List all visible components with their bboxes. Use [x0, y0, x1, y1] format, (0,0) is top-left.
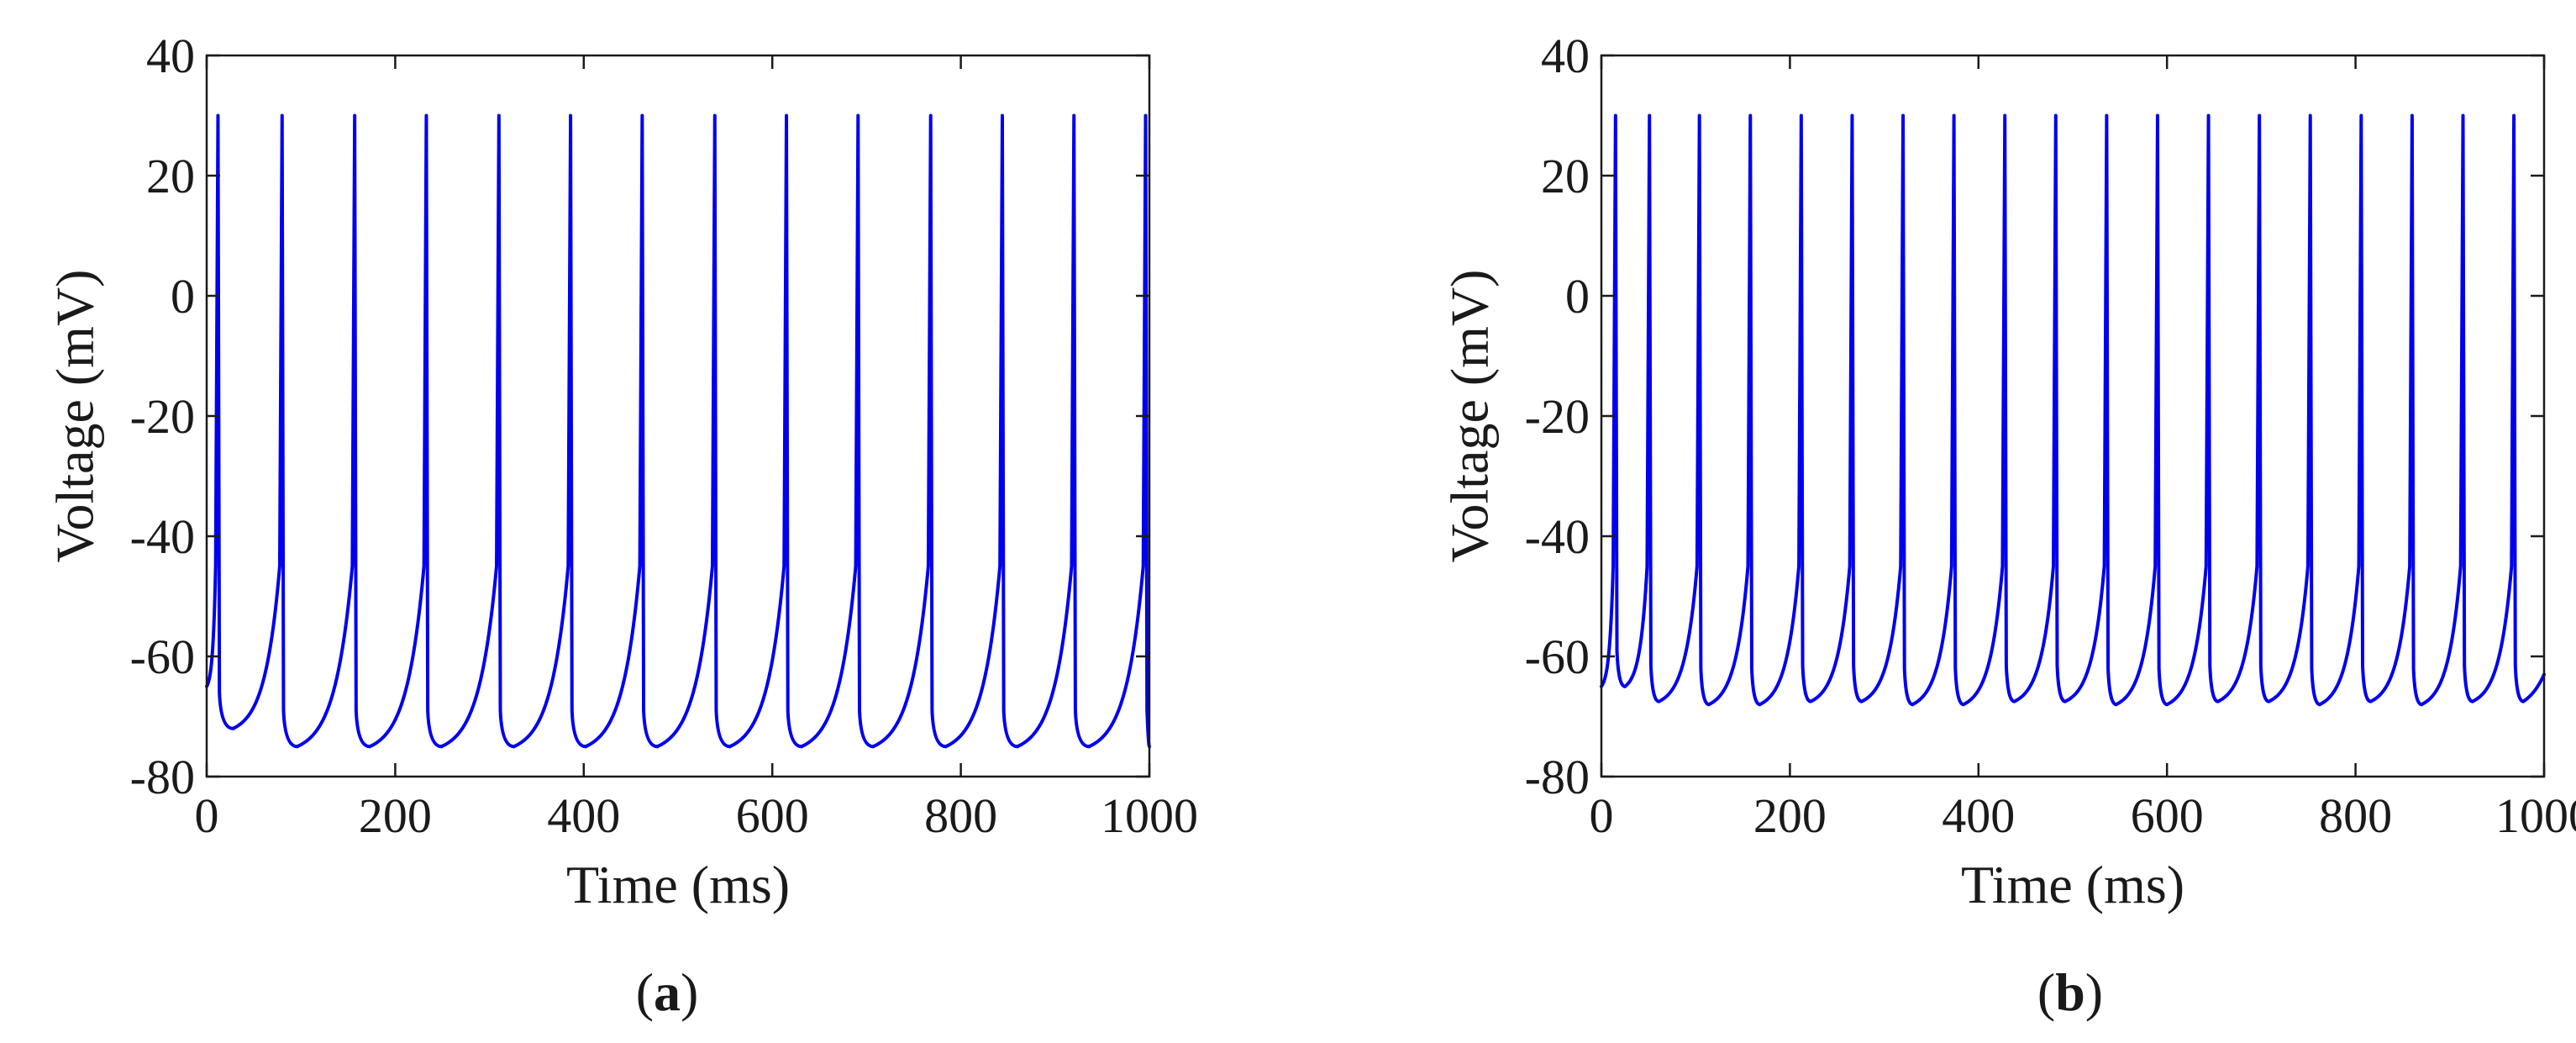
x-tick-label-b-600: 600 — [2131, 788, 2204, 843]
x-tick-label-a-200: 200 — [359, 788, 432, 843]
trace-group-b — [1600, 113, 2546, 707]
y-axis-label-b: Voltage (mV) — [1440, 270, 1500, 563]
spike-b-15 — [2267, 113, 2321, 707]
y-tick-label-a-20: 20 — [146, 149, 195, 203]
spike-a-13 — [1015, 113, 1091, 749]
y-tick-label-b--80: -80 — [1525, 750, 1590, 804]
spike-a-10 — [799, 113, 875, 749]
y-tick-label-a--40: -40 — [130, 509, 195, 564]
y-axis-label-a: Voltage (mV) — [45, 270, 105, 563]
y-tick-label-b-0: 0 — [1565, 269, 1590, 324]
panel-label-a: a — [654, 962, 681, 1022]
spike-b-12 — [2114, 113, 2169, 707]
x-tick-label-b-0: 0 — [1590, 788, 1614, 843]
y-tick-label-a-0: 0 — [171, 269, 195, 324]
x-tick-label-b-800: 800 — [2319, 788, 2392, 843]
spike-a-6 — [512, 113, 588, 749]
spike-b-1 — [1600, 113, 1627, 688]
spike-a-2 — [231, 113, 299, 749]
spike-b-13 — [2165, 113, 2220, 707]
spike-b-19 — [2470, 113, 2526, 703]
spike-a-14 — [1087, 113, 1151, 749]
spike-b-4 — [1706, 113, 1762, 707]
chart-panel-a: 0 200 400 600 800 1000 -80 -60 -40 -20 0 20 40 Time … — [45, 29, 1198, 1022]
y-tick-label-b--40: -40 — [1525, 509, 1590, 564]
y-tick-label-b--20: -20 — [1525, 389, 1590, 444]
y-tick-label-a--20: -20 — [130, 389, 195, 444]
chart-panel-b: 0 200 400 600 800 1000 -80 -60 -40 -20 0 20 40 Time … — [1440, 29, 2576, 1022]
spike-b-18 — [2420, 113, 2474, 707]
spike-a-11 — [871, 113, 948, 749]
panel-caption-a: (a) — [636, 962, 699, 1022]
tick-group-a: 0 200 400 600 800 1000 -80 -60 -40 -20 0 20 40 — [130, 29, 1198, 843]
x-tick-label-b-200: 200 — [1753, 788, 1827, 843]
spike-a-4 — [368, 113, 444, 749]
x-tick-label-a-800: 800 — [924, 788, 997, 843]
tick-group-b: 0 200 400 600 800 1000 -80 -60 -40 -20 0 20 40 — [1525, 29, 2576, 843]
trace-tail-b — [2521, 672, 2546, 703]
x-tick-label-b-400: 400 — [1942, 788, 2015, 843]
spike-a-8 — [655, 113, 732, 749]
panel-label-b: b — [2055, 962, 2085, 1022]
y-tick-label-b--60: -60 — [1525, 629, 1590, 684]
spike-b-3 — [1657, 113, 1711, 707]
spike-a-7 — [584, 113, 660, 749]
y-tick-label-b-20: 20 — [1541, 149, 1590, 203]
x-tick-label-a-400: 400 — [547, 788, 620, 843]
x-tick-label-b-1000: 1000 — [2495, 788, 2576, 843]
x-axis-label-b: Time (ms) — [1961, 855, 2184, 914]
x-axis-label-a: Time (ms) — [566, 855, 790, 914]
plot-frame-a — [205, 54, 1151, 778]
spike-b-17 — [2368, 113, 2424, 707]
spike-a-9 — [728, 113, 803, 749]
spike-b-2 — [1623, 113, 1661, 703]
spike-a-1 — [205, 113, 235, 730]
x-tick-label-a-600: 600 — [736, 788, 809, 843]
spike-b-7 — [1859, 113, 1915, 707]
x-tick-label-a-1000: 1000 — [1101, 788, 1198, 843]
y-tick-label-a-40: 40 — [146, 29, 195, 83]
spike-b-6 — [1809, 113, 1864, 703]
spike-b-9 — [1961, 113, 2016, 707]
plot-frame-b — [1600, 54, 2546, 778]
y-tick-label-b-40: 40 — [1541, 29, 1590, 83]
trace-group-a — [205, 113, 1151, 749]
spike-b-5 — [1758, 113, 1813, 707]
panel-caption-b: (b) — [2037, 962, 2103, 1022]
y-tick-label-a--60: -60 — [130, 629, 195, 684]
spike-b-8 — [1911, 113, 1965, 707]
spike-b-11 — [2063, 113, 2118, 707]
y-tick-label-a--80: -80 — [130, 750, 195, 804]
spike-a-3 — [295, 113, 372, 749]
spike-a-12 — [944, 113, 1019, 749]
spike-b-14 — [2216, 113, 2271, 703]
x-tick-label-a-0: 0 — [195, 788, 219, 843]
spike-a-5 — [439, 113, 516, 749]
spike-b-16 — [2317, 113, 2373, 707]
spike-b-10 — [2012, 113, 2068, 703]
